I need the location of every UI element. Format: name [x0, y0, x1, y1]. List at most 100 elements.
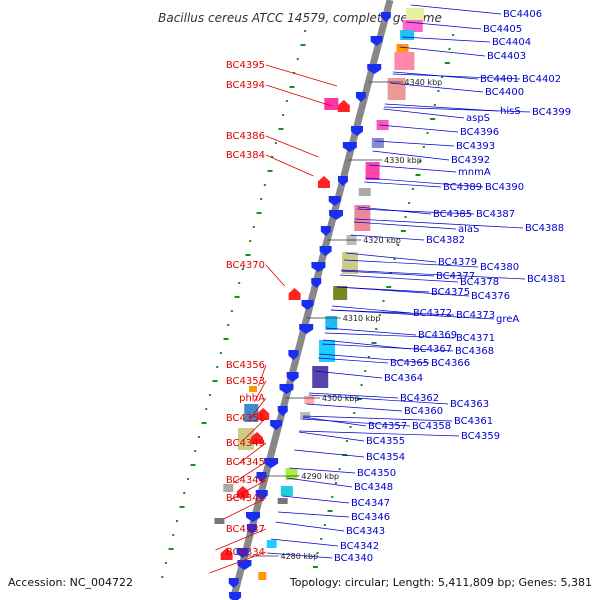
scale-tick [382, 300, 385, 302]
reverse-gene-arrow [320, 226, 331, 236]
gene-box [400, 30, 415, 40]
right-leader [299, 430, 460, 437]
gene-box [325, 316, 338, 330]
scale-tick [327, 510, 333, 512]
scale-tick [422, 146, 425, 148]
right-leader [331, 305, 412, 314]
gene-box [258, 572, 267, 580]
right-gene-label: BC4358 [412, 421, 451, 432]
right-leader [336, 286, 470, 297]
forward-gene-arrow [220, 548, 233, 560]
forward-gene-arrow [337, 100, 350, 112]
left-gene-label: BC4395 [226, 60, 265, 71]
right-leader [286, 477, 353, 488]
reverse-gene-arrow [301, 300, 314, 310]
scale-tick [216, 366, 219, 368]
left-gene-label: BC4334 [226, 547, 265, 558]
right-gene-label: BC4367 [413, 344, 452, 355]
gene-box [312, 366, 329, 388]
scale-tick [249, 240, 252, 242]
kbp-markers: 4340 kbp 4330 kbp 4320 kbp 4310 kbp 4300 kbp… [244, 78, 442, 561]
right-gene-label: BC4403 [487, 51, 526, 62]
right-gene-label: BC4369 [418, 330, 457, 341]
gene-box [342, 252, 359, 274]
forward-gene-arrow [317, 176, 330, 188]
scale-tick [256, 212, 262, 214]
left-gene-label: BC4345 [226, 457, 265, 468]
reverse-gene-arrow [342, 142, 357, 152]
scale-tick [375, 328, 378, 330]
left-leader [265, 154, 314, 177]
scale-tick [263, 184, 266, 186]
reverse-gene-arrow [351, 126, 364, 136]
reverse-gene-arrow [236, 548, 249, 558]
right-gene-label: BC4364 [384, 373, 423, 384]
right-leader [343, 259, 479, 268]
reverse-gene-arrow [328, 196, 341, 206]
left-gene-label: BC4341 [226, 493, 265, 504]
left-gene-label: BC4349 [226, 438, 265, 449]
right-gene-label: mnmA [458, 167, 491, 178]
kbp-label: 4300 kbp [322, 394, 360, 403]
left-leader [253, 380, 267, 403]
scale-tick [234, 296, 240, 298]
right-leader [270, 538, 339, 547]
scale-tick [356, 398, 362, 400]
kbp-label: 4280 kbp [280, 552, 318, 561]
scale-tick [430, 118, 436, 120]
right-gene-label: BC4371 [456, 333, 495, 344]
map-title: Bacillus cereus ATCC 14579, complete gen… [158, 11, 442, 25]
label-leaders [209, 4, 531, 574]
right-leader [294, 449, 365, 458]
scale-tick [448, 48, 451, 50]
right-gene-label: BC4373 [456, 310, 495, 321]
left-leader [244, 417, 267, 440]
right-leader [267, 552, 333, 559]
left-gene-label: BC4356 [226, 360, 265, 371]
right-leader [341, 270, 435, 277]
scale-tick [360, 384, 363, 386]
scale-tick [238, 282, 241, 284]
right-leader [289, 467, 356, 474]
gene-box [285, 468, 298, 480]
right-gene-label: BC4350 [357, 468, 396, 479]
reverse-gene-arrow [288, 350, 299, 360]
left-gene-label: BC4353 [226, 376, 265, 387]
scale-tick [289, 86, 295, 88]
scale-tick [433, 104, 436, 106]
gene-box [365, 162, 380, 180]
reverse-gene-arrow [370, 36, 383, 46]
right-leader [353, 221, 457, 230]
right-gene-label: BC4359 [461, 431, 500, 442]
right-gene-label: BC4400 [485, 87, 524, 98]
scale-tick [419, 160, 422, 162]
scale-tick [285, 100, 288, 102]
left-gene-label: BC4394 [226, 80, 265, 91]
reverse-gene-arrow [329, 210, 344, 220]
right-gene-label: BC4385 [433, 209, 472, 220]
reverse-gene-arrow [311, 278, 322, 288]
left-gene-label: BC4337 [226, 524, 265, 535]
right-gene-label: greA [496, 314, 519, 325]
right-leader [318, 357, 389, 364]
scale-tick [278, 128, 284, 130]
right-gene-label: BC4363 [450, 399, 489, 410]
reverse-gene-arrow [319, 246, 332, 256]
right-leader [322, 339, 412, 350]
reverse-gene-arrow [270, 420, 283, 430]
gene-box [319, 340, 336, 362]
right-gene-label: BC4390 [485, 182, 524, 193]
scale-tick [309, 580, 312, 582]
left-leader [223, 497, 267, 520]
right-leader [326, 327, 417, 336]
scale-tick [364, 370, 367, 372]
right-leader [321, 343, 454, 352]
forward-gene-arrow [288, 288, 301, 300]
scale-tick [197, 436, 200, 438]
reverse-gene-arrow [256, 472, 267, 482]
right-gene-label: BC4402 [522, 74, 561, 85]
reverse-gene-arrow [237, 560, 252, 570]
right-gene-label: BC4380 [480, 262, 519, 273]
right-leader [365, 177, 484, 188]
